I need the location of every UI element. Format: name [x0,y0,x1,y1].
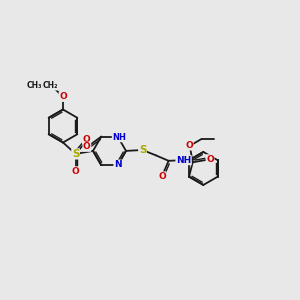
Text: CH₃: CH₃ [26,81,42,90]
Text: CH₂: CH₂ [43,81,58,90]
Text: O: O [83,142,91,151]
Text: O: O [185,141,193,150]
Text: N: N [114,160,122,169]
Text: O: O [82,135,90,144]
Text: NH: NH [112,133,126,142]
Text: O: O [158,172,166,181]
Text: O: O [59,92,67,101]
Text: NH: NH [176,156,191,165]
Text: O: O [72,167,80,176]
Text: O: O [206,155,214,164]
Text: S: S [72,149,79,159]
Text: S: S [139,145,146,155]
